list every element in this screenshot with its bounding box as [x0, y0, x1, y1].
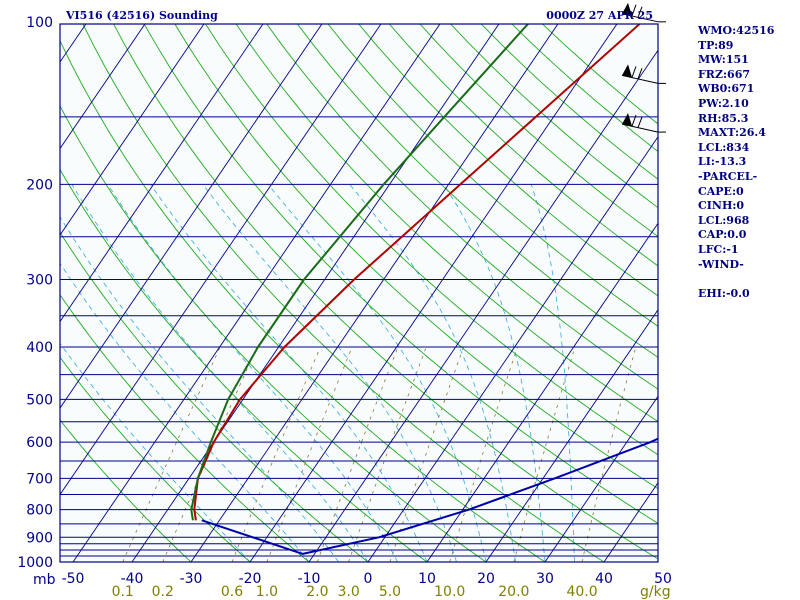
- stats-line: MAXT:26.4: [698, 126, 766, 140]
- wind-barbs: [621, 2, 666, 133]
- stats-line: LCL:834: [698, 140, 750, 154]
- temperature-tick-label: 20: [477, 571, 495, 587]
- pressure-tick-label: 200: [26, 177, 53, 193]
- pressure-tick-label: 500: [26, 392, 53, 408]
- temperature-tick-labels: -50 -40 -30 -20 -10 0 10 20 30 40 50: [62, 571, 672, 587]
- stats-line: CAPE:0: [698, 184, 744, 198]
- isotherm: [60, 24, 146, 150]
- temperature-profile: [193, 24, 642, 521]
- isotherm: [60, 24, 264, 323]
- temperature-tick-label: -40: [121, 571, 144, 587]
- stats-line: TP:89: [698, 38, 734, 52]
- mixing-ratio-tick-label: 20.0: [498, 584, 529, 600]
- pressure-tick-label: 700: [26, 471, 53, 487]
- wind-barb-flag: [622, 2, 632, 16]
- wind-barb: [621, 64, 666, 84]
- stats-line: WMO:42516: [698, 24, 775, 37]
- isotherm: [426, 222, 658, 562]
- temperature-tick-label: 0: [364, 571, 373, 587]
- pressure-tick-label: 1000: [17, 555, 53, 571]
- stats-line: WB0:671: [698, 82, 755, 96]
- sounding-profiles: [190, 24, 658, 555]
- mixing-ratio-tick-label: 1.0: [256, 584, 278, 600]
- isotherm: [249, 24, 618, 562]
- isotherm: [0, 22, 28, 562]
- wind-barb-feather: [631, 66, 637, 78]
- stats-line: RH:85.3: [698, 111, 749, 125]
- wind-barb: [621, 113, 666, 133]
- parcel-profile: [201, 437, 658, 555]
- stats-line: -WIND-: [698, 257, 744, 271]
- temperature-tick-label: 50: [654, 571, 672, 587]
- stats-line: EHI:-0.0: [698, 286, 750, 300]
- mixing-ratio-tick-label: 10.0: [434, 584, 465, 600]
- mixing-ratio-tick-label: 0.2: [152, 584, 174, 600]
- temperature-tick-label: 10: [418, 571, 436, 587]
- wind-barb-feather: [637, 68, 643, 80]
- chart-title: VI516 (42516) Sounding: [66, 9, 218, 22]
- wind-barb: [621, 2, 666, 23]
- stats-panel: WMO:42516 TP:89 MW:151 FRZ:667 WB0:671 PW:2.1…: [698, 24, 798, 301]
- isotherm: [367, 135, 658, 562]
- pressure-tick-label: 100: [26, 15, 53, 31]
- mixing-ratio-tick-label: 2.0: [306, 584, 328, 600]
- wind-barb-staff: [621, 74, 659, 84]
- stats-line: MW:151: [698, 53, 749, 67]
- pressure-tick-label: 900: [26, 530, 53, 546]
- stats-line: CINH:0: [698, 199, 745, 213]
- stats-line: PW:2.10: [698, 96, 749, 110]
- pressure-tick-label: 300: [26, 273, 53, 289]
- stats-line: LI:-13.3: [698, 155, 747, 169]
- isotherm: [544, 395, 658, 562]
- isotherm: [60, 24, 323, 409]
- mixing-ratio-tick-label: 0.1: [112, 584, 134, 600]
- wind-barb-flag: [622, 113, 632, 127]
- isobars: [60, 116, 658, 562]
- isotherm: [131, 24, 500, 562]
- temperature-tick-label: -30: [180, 571, 203, 587]
- stats-line: [698, 272, 798, 287]
- temperature-tick-label: -50: [62, 571, 85, 587]
- isotherms: [0, 22, 658, 562]
- isotherm: [60, 24, 205, 236]
- stats-line: FRZ:667: [698, 67, 751, 81]
- temperature-tick-label: 40: [595, 571, 613, 587]
- moist-adiabat: [71, 184, 369, 562]
- stats-line: LCL:968: [698, 213, 750, 227]
- stats-line: -PARCEL-: [698, 169, 758, 183]
- mixing-ratio-unit-label: g/kg: [640, 584, 671, 600]
- stats-line: LFC:-1: [698, 242, 739, 256]
- isotherm: [308, 49, 658, 562]
- mixing-ratio-tick-label: 5.0: [379, 584, 401, 600]
- plot-frame: [59, 23, 659, 563]
- pressure-tick-label: 600: [26, 435, 53, 451]
- pressure-tick-label: 800: [26, 503, 53, 519]
- dewpoint-profile: [190, 24, 530, 521]
- isotherm: [190, 24, 559, 562]
- wind-barb-feather: [631, 114, 637, 127]
- pressure-tick-labels: 100 200 300 400 500 600 700 800 900 1000: [17, 15, 53, 571]
- pressure-tick-label: 400: [26, 340, 53, 356]
- stats-line: CAP:0.0: [698, 228, 747, 242]
- chart-time: 0000Z 27 APR 25: [546, 9, 653, 22]
- wind-barb-staff: [621, 123, 659, 133]
- isotherm: [60, 24, 382, 496]
- wind-barb-feather: [637, 6, 643, 18]
- pressure-unit-label: mb: [33, 572, 56, 588]
- mixing-ratio-tick-label: 3.0: [337, 584, 359, 600]
- mixing-ratio-tick-labels: 0.1 0.2 0.6 1.0 2.0 3.0 5.0 10.0 20.0 40.0: [112, 584, 598, 600]
- wind-barb-staff: [621, 13, 659, 23]
- isotherm: [72, 24, 441, 562]
- temperature-tick-label: 30: [536, 571, 554, 587]
- temperature-tick-label: -10: [298, 571, 321, 587]
- moist-adiabat: [349, 184, 516, 562]
- isotherm: [485, 309, 658, 562]
- wind-barb-flag: [622, 64, 632, 78]
- mixing-ratio-tick-label: 40.0: [566, 584, 597, 600]
- wind-barb-feather: [637, 116, 643, 128]
- temperature-tick-label: -20: [239, 571, 262, 587]
- wind-barb-feather: [631, 4, 637, 16]
- mixing-ratio-tick-label: 0.6: [221, 584, 243, 600]
